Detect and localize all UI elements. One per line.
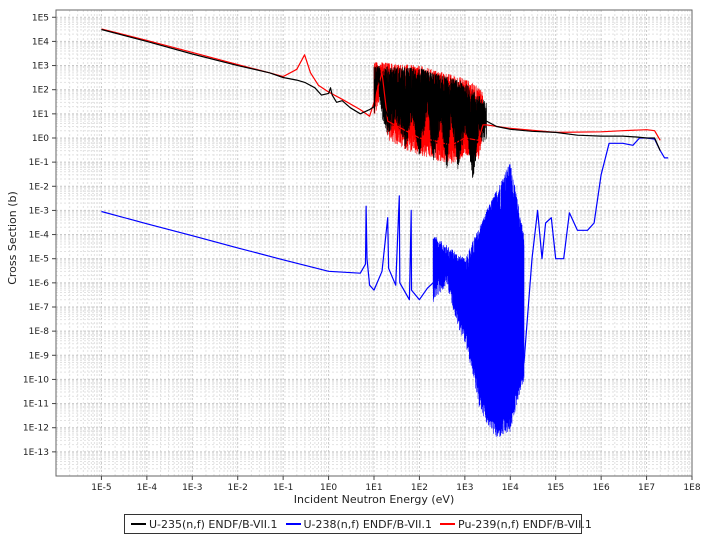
- legend-entry-u235: U-235(n,f) ENDF/B-VII.1: [131, 518, 278, 531]
- y-tick-label: 1E-11: [23, 400, 49, 410]
- legend-swatch-pu239: [440, 523, 455, 525]
- legend-label-pu239: Pu-239(n,f) ENDF/B-VII.1: [458, 517, 592, 531]
- legend-swatch-u238: [285, 523, 301, 525]
- x-tick-label: 1E6: [593, 483, 610, 493]
- x-tick-label: 1E-1: [273, 483, 293, 493]
- series-line-u238: [101, 137, 669, 421]
- y-tick-label: 1E-1: [29, 158, 49, 168]
- x-axis-ticks: 1E-5 1E-4 1E-3 1E-2 1E-1 1E0 1E1 1E2 1E3 1E4 1E5 1E…: [91, 476, 701, 493]
- legend: U-235(n,f) ENDF/B-VII.1 U-238(n,f) ENDF/…: [124, 514, 592, 534]
- y-tick-label: 1E-8: [29, 327, 50, 337]
- x-tick-label: 1E0: [320, 483, 337, 493]
- y-tick-label: 1E5: [32, 13, 49, 23]
- y-tick-label: 1E-2: [29, 182, 49, 192]
- legend-label-u238: U-238(n,f) ENDF/B-VII.1: [303, 517, 433, 531]
- y-tick-label: 1E-7: [29, 303, 49, 313]
- x-tick-label: 1E3: [456, 483, 473, 493]
- y-tick-label: 1E-6: [29, 279, 50, 289]
- x-tick-label: 1E8: [683, 483, 700, 493]
- series-line-u235: [101, 28, 661, 163]
- legend-swatch-u235: [131, 523, 146, 525]
- y-tick-label: 1E-9: [29, 351, 50, 361]
- x-tick-label: 1E-4: [137, 483, 158, 493]
- x-tick-label: 1E4: [502, 483, 519, 493]
- y-tick-label: 1E1: [32, 110, 49, 120]
- y-tick-label: 1E-3: [29, 206, 49, 216]
- x-tick-label: 1E1: [365, 483, 382, 493]
- x-axis-title: Incident Neutron Energy (eV): [294, 493, 455, 506]
- y-axis-ticks: 1E5 1E4 1E3 1E2 1E1 1E0 1E-1 1E-2 1E-3 1E-4 1E-5 1E…: [23, 13, 56, 458]
- legend-entry-pu239: Pu-239(n,f) ENDF/B-VII.1: [440, 518, 592, 531]
- y-tick-label: 1E-5: [29, 255, 49, 265]
- legend-entry-u238: U-238(n,f) ENDF/B-VII.1: [285, 517, 433, 531]
- y-tick-label: 1E2: [32, 86, 49, 96]
- y-tick-label: 1E-4: [29, 231, 50, 241]
- y-tick-label: 1E-13: [23, 448, 49, 458]
- series-lines: [101, 28, 669, 421]
- y-tick-label: 1E4: [32, 37, 49, 47]
- x-tick-label: 1E5: [547, 483, 564, 493]
- x-tick-label: 1E7: [638, 483, 655, 493]
- y-tick-label: 1E-10: [23, 375, 49, 385]
- series-band-u238: [432, 164, 525, 437]
- x-tick-label: 1E-3: [182, 483, 202, 493]
- x-tick-label: 1E-5: [91, 483, 111, 493]
- y-axis-title: Cross Section (b): [6, 191, 19, 285]
- y-tick-label: 1E3: [32, 62, 49, 72]
- x-tick-label: 1E2: [411, 483, 428, 493]
- grid-lines: [55, 9, 692, 477]
- legend-label-u235: U-235(n,f) ENDF/B-VII.1: [149, 517, 278, 531]
- y-tick-label: 1E0: [32, 134, 49, 144]
- x-tick-label: 1E-2: [228, 483, 248, 493]
- y-tick-label: 1E-12: [23, 424, 49, 434]
